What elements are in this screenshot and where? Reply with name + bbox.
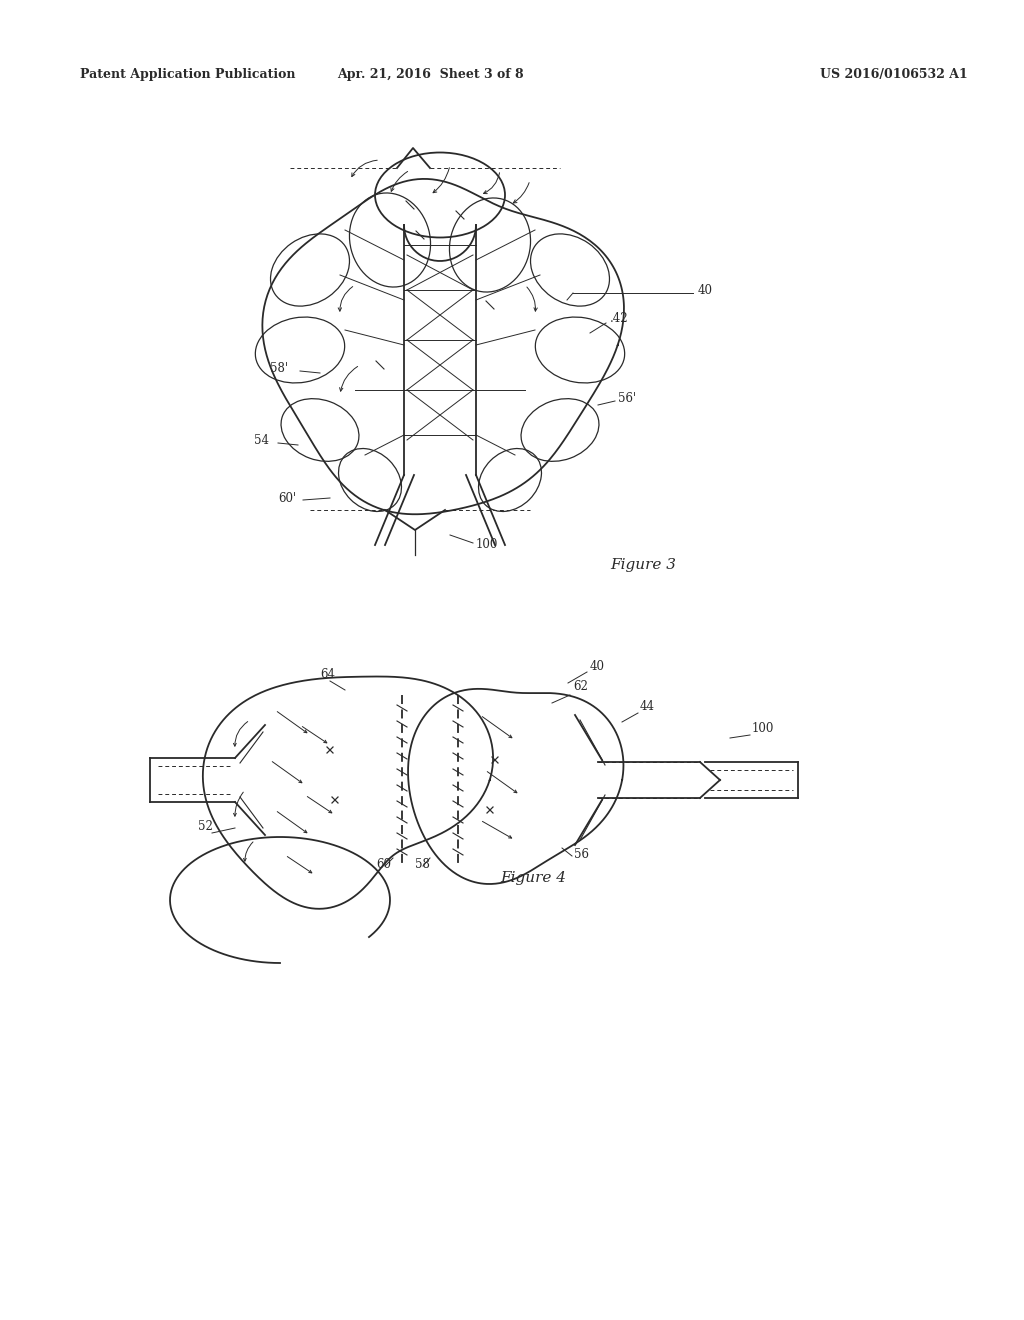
Text: 44: 44 [640, 700, 655, 713]
Text: 40: 40 [590, 660, 605, 673]
Text: 62: 62 [573, 680, 588, 693]
Text: Figure 3: Figure 3 [610, 558, 676, 572]
Text: 60': 60' [278, 491, 296, 504]
Text: 58': 58' [270, 362, 288, 375]
Text: 60: 60 [376, 858, 391, 871]
Text: 64: 64 [319, 668, 335, 681]
Text: Figure 4: Figure 4 [500, 871, 566, 884]
Text: 58: 58 [415, 858, 430, 871]
Text: .42: .42 [610, 312, 629, 325]
Text: 100: 100 [476, 539, 499, 552]
Text: US 2016/0106532 A1: US 2016/0106532 A1 [820, 69, 968, 81]
Text: 40: 40 [698, 284, 713, 297]
Text: 52: 52 [198, 820, 213, 833]
Text: 100: 100 [752, 722, 774, 735]
Text: 54: 54 [254, 433, 269, 446]
Text: Apr. 21, 2016  Sheet 3 of 8: Apr. 21, 2016 Sheet 3 of 8 [337, 69, 523, 81]
Text: 56': 56' [618, 392, 636, 404]
Text: Patent Application Publication: Patent Application Publication [80, 69, 296, 81]
Text: 56: 56 [574, 847, 589, 861]
